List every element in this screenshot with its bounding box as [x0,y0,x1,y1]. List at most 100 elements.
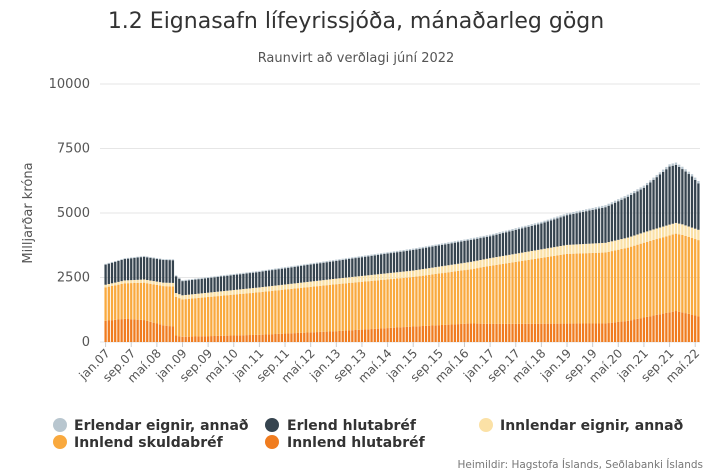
bar-segment[interactable] [575,323,578,342]
bar-segment[interactable] [678,311,681,342]
bar-segment[interactable] [421,269,424,276]
bar-segment[interactable] [636,318,639,342]
bar-segment[interactable] [469,238,473,240]
bar-segment[interactable] [492,257,495,266]
bar-segment[interactable] [674,222,678,234]
bar-segment[interactable] [569,212,572,215]
bar-segment[interactable] [360,257,364,276]
bar-segment[interactable] [684,225,687,236]
bar-segment[interactable] [171,260,175,283]
bar-segment[interactable] [415,270,418,277]
bar-segment[interactable] [200,336,203,342]
bar-segment[interactable] [190,336,194,342]
bar-segment[interactable] [428,325,431,342]
bar-segment[interactable] [347,259,351,278]
legend-item-innlend-skuldabref[interactable]: Innlend skuldabréf [53,435,224,451]
bar-segment[interactable] [341,283,344,331]
bar-segment[interactable] [110,320,114,342]
bar-segment[interactable] [280,284,283,290]
bar-segment[interactable] [517,229,521,254]
bar-segment[interactable] [408,277,412,327]
bar-segment[interactable] [546,219,549,222]
bar-segment[interactable] [223,276,226,292]
bar-segment[interactable] [578,244,581,254]
bar-segment[interactable] [104,264,107,285]
bar-segment[interactable] [495,234,498,258]
bar-segment[interactable] [203,336,207,342]
bar-segment[interactable] [613,240,617,251]
bar-segment[interactable] [569,323,572,342]
bar-segment[interactable] [508,231,511,255]
bar-segment[interactable] [405,326,408,342]
bar-segment[interactable] [495,233,498,235]
bar-segment[interactable] [370,280,373,330]
bar-segment[interactable] [312,281,316,287]
bar-segment[interactable] [684,313,687,342]
bar-segment[interactable] [553,219,556,248]
bar-segment[interactable] [658,238,662,315]
bar-segment[interactable] [229,294,232,336]
bar-segment[interactable] [322,285,325,332]
bar-segment[interactable] [678,234,681,312]
bar-segment[interactable] [367,256,370,276]
bar-segment[interactable] [155,323,159,342]
bar-segment[interactable] [392,327,396,342]
bar-segment[interactable] [110,262,114,284]
bar-segment[interactable] [219,295,223,336]
bar-segment[interactable] [158,258,162,260]
bar-segment[interactable] [629,320,633,342]
bar-segment[interactable] [267,286,271,292]
bar-segment[interactable] [572,212,575,214]
bar-segment[interactable] [245,272,248,274]
bar-segment[interactable] [184,299,187,337]
bar-segment[interactable] [546,221,549,249]
bar-segment[interactable] [287,289,290,334]
bar-segment[interactable] [645,182,649,186]
bar-segment[interactable] [373,328,376,342]
bar-segment[interactable] [187,298,191,337]
bar-segment[interactable] [575,253,578,324]
bar-segment[interactable] [495,264,498,324]
bar-segment[interactable] [197,279,200,294]
bar-segment[interactable] [364,281,367,330]
bar-segment[interactable] [181,299,184,337]
bar-segment[interactable] [360,329,364,342]
bar-segment[interactable] [264,334,267,342]
bar-segment[interactable] [485,266,489,324]
bar-segment[interactable] [174,276,178,294]
bar-segment[interactable] [126,280,130,284]
bar-segment[interactable] [456,270,460,325]
bar-segment[interactable] [597,206,601,209]
bar-segment[interactable] [271,285,274,291]
bar-segment[interactable] [223,295,226,336]
bar-segment[interactable] [146,280,149,284]
bar-segment[interactable] [687,226,690,237]
bar-segment[interactable] [674,311,678,342]
bar-segment[interactable] [652,239,655,316]
bar-segment[interactable] [402,249,405,252]
bar-segment[interactable] [412,326,415,342]
bar-segment[interactable] [684,235,687,314]
bar-segment[interactable] [303,265,306,283]
bar-segment[interactable] [142,255,146,257]
bar-segment[interactable] [168,259,171,261]
bar-segment[interactable] [424,247,428,269]
bar-segment[interactable] [235,289,239,295]
bar-segment[interactable] [213,296,216,336]
bar-segment[interactable] [658,174,662,228]
bar-segment[interactable] [504,230,508,233]
bar-segment[interactable] [623,198,626,239]
bar-segment[interactable] [437,245,441,267]
bar-segment[interactable] [347,283,351,331]
bar-segment[interactable] [149,321,152,342]
bar-segment[interactable] [200,293,203,298]
bar-segment[interactable] [553,255,556,324]
bar-segment[interactable] [527,323,530,342]
bar-segment[interactable] [325,279,328,286]
bar-segment[interactable] [540,257,543,324]
bar-segment[interactable] [437,244,441,246]
bar-segment[interactable] [424,246,428,248]
bar-segment[interactable] [341,258,344,260]
bar-segment[interactable] [165,260,168,283]
bar-segment[interactable] [184,294,187,300]
